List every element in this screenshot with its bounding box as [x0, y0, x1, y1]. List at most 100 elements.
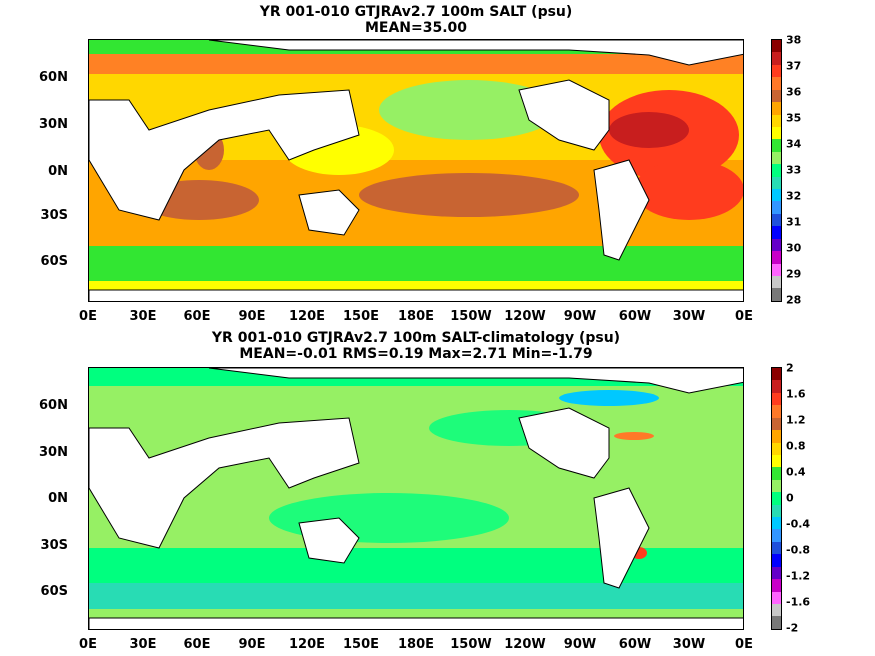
colorbar-label: -1.2 [786, 569, 811, 583]
panel1-subtitle: MEAN=35.00 [364, 20, 468, 36]
lon-label: 120W [504, 637, 546, 652]
colorbar-swatch [772, 541, 781, 555]
colorbar-swatch [772, 616, 781, 629]
lon-label: 180E [397, 309, 435, 324]
colorbar-swatch [772, 430, 781, 443]
colorbar-label: -0.8 [786, 543, 811, 557]
colorbar-swatch [772, 201, 781, 214]
colorbar-label: -0.4 [786, 517, 811, 531]
lon-label: 150E [342, 309, 380, 324]
colorbar-label: 0 [786, 491, 794, 505]
colorbar-swatch [772, 77, 781, 90]
lon-label: 30W [672, 309, 706, 324]
lon-label: 0E [735, 309, 753, 324]
colorbar-swatch [772, 64, 781, 78]
colorbar-swatch [772, 126, 781, 140]
colorbar-swatch [772, 517, 781, 530]
colorbar-label: 30 [786, 241, 802, 255]
lon-label: 120E [288, 637, 326, 652]
lon-label: 0E [79, 637, 97, 652]
lon-label: 60E [183, 309, 211, 324]
colorbar-label: -2 [786, 621, 799, 635]
colorbar-label: 1.2 [786, 413, 806, 427]
colorbar-swatch [772, 417, 781, 431]
lon-label: 120E [288, 309, 326, 324]
lon-label: 90E [238, 309, 266, 324]
colorbar-swatch [772, 164, 781, 177]
colorbar-label: 32 [786, 189, 802, 203]
colorbar-swatch [772, 238, 781, 252]
lat-label: 60S [40, 254, 68, 269]
colorbar-swatch [772, 263, 781, 277]
salinity-anomaly-map [88, 367, 744, 630]
colorbar-swatch [772, 52, 781, 65]
colorbar-swatch [772, 454, 781, 468]
colorbar-swatch [772, 139, 781, 152]
colorbar-swatch [772, 276, 781, 289]
lon-label: 120W [504, 309, 546, 324]
lon-label: 90E [238, 637, 266, 652]
panel2-subtitle: MEAN=-0.01 RMS=0.19 Max=2.71 Min=-1.79 [239, 346, 593, 362]
colorbar-swatch [772, 604, 781, 617]
colorbar-label: 0.8 [786, 439, 806, 453]
lon-label: 180E [397, 637, 435, 652]
colorbar-swatch [772, 102, 781, 115]
lon-label: 150E [342, 637, 380, 652]
colorbar-swatch [772, 251, 781, 264]
colorbar-swatch [772, 380, 781, 393]
lat-label: 30N [39, 117, 68, 132]
colorbar-label: 28 [786, 293, 802, 307]
lon-label: 0E [735, 637, 753, 652]
lon-label: 150W [450, 309, 492, 324]
panel2-colorbar [771, 367, 782, 630]
colorbar-swatch [772, 89, 781, 103]
salinity-map [88, 39, 744, 302]
lat-label: 30N [39, 445, 68, 460]
colorbar-label: 38 [786, 33, 802, 47]
colorbar-swatch [772, 288, 781, 301]
colorbar-swatch [772, 442, 781, 455]
lon-label: 30E [129, 637, 157, 652]
colorbar-swatch [772, 405, 781, 418]
colorbar-swatch [772, 467, 781, 480]
colorbar-swatch [772, 504, 781, 518]
colorbar-label: -1.6 [786, 595, 811, 609]
colorbar-label: 37 [786, 59, 802, 73]
colorbar-label: 29 [786, 267, 802, 281]
lat-label: 30S [40, 538, 68, 553]
colorbar-label: 35 [786, 111, 802, 125]
lat-label: 30S [40, 208, 68, 223]
colorbar-swatch [772, 40, 781, 53]
colorbar-label: 2 [786, 361, 794, 375]
colorbar-label: 1.6 [786, 387, 806, 401]
lon-label: 0E [79, 309, 97, 324]
colorbar-swatch [772, 368, 781, 381]
colorbar-swatch [772, 226, 781, 239]
lon-label: 60W [618, 309, 652, 324]
colorbar-swatch [772, 566, 781, 580]
colorbar-label: 36 [786, 85, 802, 99]
lat-label: 0N [48, 164, 68, 179]
colorbar-label: 33 [786, 163, 802, 177]
lon-label: 30W [672, 637, 706, 652]
colorbar-swatch [772, 579, 781, 592]
colorbar-swatch [772, 479, 781, 493]
colorbar-label: 0.4 [786, 465, 806, 479]
colorbar-swatch [772, 213, 781, 227]
colorbar-label: 31 [786, 215, 802, 229]
colorbar-swatch [772, 189, 781, 202]
lon-label: 150W [450, 637, 492, 652]
colorbar-swatch [772, 176, 781, 190]
colorbar-swatch [772, 492, 781, 505]
lat-label: 60N [39, 70, 68, 85]
lat-label: 60S [40, 584, 68, 599]
lon-label: 90W [563, 637, 597, 652]
colorbar-swatch [772, 392, 781, 406]
lat-label: 60N [39, 398, 68, 413]
colorbar-swatch [772, 151, 781, 165]
lon-label: 60E [183, 637, 211, 652]
panel1-title: YR 001-010 GTJRAv2.7 100m SALT (psu) [259, 4, 573, 20]
panel1-colorbar [771, 39, 782, 302]
lon-label: 60W [618, 637, 652, 652]
lon-label: 90W [563, 309, 597, 324]
